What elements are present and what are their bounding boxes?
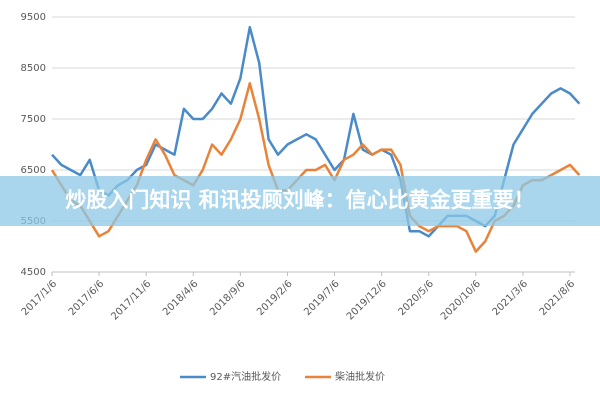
x-tick-label: 2017/6/6 (67, 278, 107, 318)
x-tick-label: 2018/4/6 (161, 278, 201, 318)
y-tick-label: 6500 (21, 165, 46, 176)
banner-text: 炒股入门知识 和讯投顾刘峰：信心比黄金更重要！ (65, 188, 534, 212)
x-tick-label: 2017/11/6 (109, 278, 153, 322)
legend-label: 柴油批发价 (335, 370, 385, 383)
y-tick-label: 8500 (21, 63, 46, 74)
y-tick-label: 7500 (21, 114, 46, 125)
x-tick-label: 2021/3/6 (491, 278, 531, 318)
x-tick-label: 2020/5/6 (396, 278, 436, 318)
x-tick-label: 2019/12/6 (345, 278, 389, 322)
x-tick-label: 2019/7/6 (302, 278, 342, 318)
x-tick-label: 2018/9/6 (208, 278, 248, 318)
x-tick-label: 2021/8/6 (538, 278, 578, 318)
y-tick-label: 4500 (21, 267, 46, 278)
legend-label: 92#汽油批发价 (210, 370, 281, 383)
x-tick-label: 2019/2/6 (255, 278, 295, 318)
banner (0, 176, 600, 226)
y-tick-label: 9500 (21, 12, 46, 23)
x-tick-label: 2017/1/6 (20, 278, 60, 318)
series-line (50, 82, 581, 253)
x-tick-label: 2020/10/6 (439, 278, 483, 322)
